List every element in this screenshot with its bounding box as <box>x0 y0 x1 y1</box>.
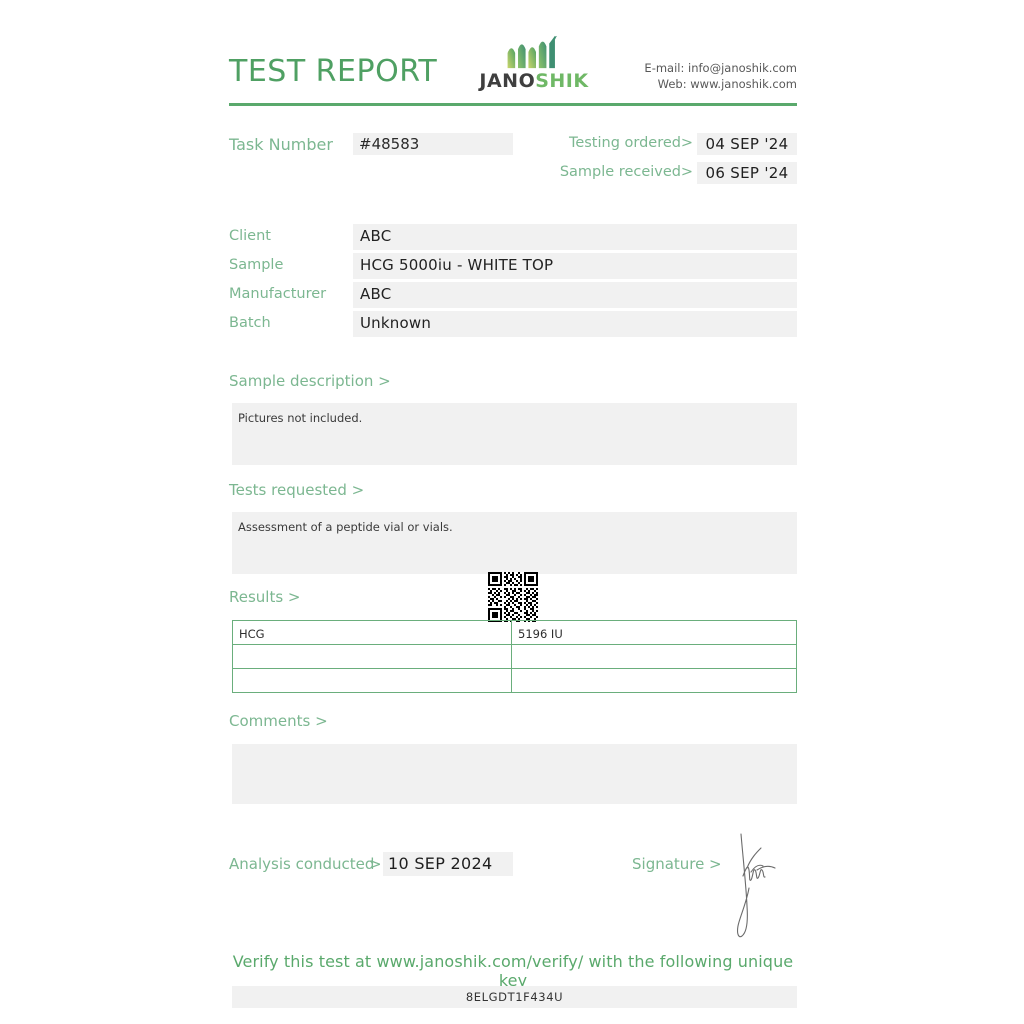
sample-description-title: Sample description > <box>229 372 391 390</box>
brand-name: JANOSHIK <box>469 71 599 91</box>
sample-value: HCG 5000iu - WHITE TOP <box>353 253 797 279</box>
contact-block: E-mail: info@janoshik.com Web: www.janos… <box>644 60 797 92</box>
analysis-conducted-label: Analysis conducted <box>229 855 375 873</box>
report-header: TEST REPORT JANOSHIK <box>229 34 797 96</box>
page-title: TEST REPORT <box>229 54 438 89</box>
testing-ordered-separator: > <box>680 135 693 151</box>
tests-requested-title: Tests requested > <box>229 481 365 499</box>
analysis-conducted-separator: > <box>369 855 382 873</box>
result-value-1: 5196 IU <box>511 620 797 645</box>
manufacturer-label: Manufacturer <box>229 286 327 302</box>
signature-label: Signature <box>632 855 705 873</box>
result-name-3 <box>232 668 512 693</box>
analysis-conducted-value: 10 SEP 2024 <box>383 852 513 876</box>
result-value-2 <box>511 644 797 669</box>
verify-text: Verify this test at www.janoshik.com/ver… <box>232 952 794 990</box>
sample-label: Sample <box>229 257 284 273</box>
brand-name-part1: JANO <box>479 70 536 92</box>
info-row-sample: Sample HCG 5000iu - WHITE TOP <box>229 253 797 282</box>
sample-received-separator: > <box>680 164 693 180</box>
contact-web: Web: www.janoshik.com <box>657 77 797 91</box>
brand-logo: JANOSHIK <box>469 34 599 91</box>
info-row-client: Client ABC <box>229 224 797 253</box>
testing-ordered-label: Testing ordered <box>568 135 681 151</box>
unique-key-value: 8ELGDT1F434U <box>232 986 797 1008</box>
sample-received-value: 06 SEP '24 <box>697 162 797 184</box>
signature-separator: > <box>709 855 722 873</box>
comments-text <box>232 744 797 752</box>
sample-received-label: Sample received <box>559 164 681 180</box>
testing-ordered-row: Testing ordered > 04 SEP '24 <box>457 133 797 155</box>
tests-requested-box: Assessment of a peptide vial or vials. <box>232 512 797 574</box>
table-row <box>232 644 797 669</box>
sample-description-box: Pictures not included. <box>232 403 797 465</box>
comments-box <box>232 744 797 804</box>
info-row-batch: Batch Unknown <box>229 311 797 340</box>
contact-email: E-mail: info@janoshik.com <box>644 61 797 75</box>
comments-title: Comments > <box>229 712 328 730</box>
info-row-manufacturer: Manufacturer ABC <box>229 282 797 311</box>
manufacturer-value: ABC <box>353 282 797 308</box>
mountain-bars-logo-icon <box>507 35 557 69</box>
result-name-2 <box>232 644 512 669</box>
verification-qr-code <box>488 572 538 622</box>
batch-value: Unknown <box>353 311 797 337</box>
handwritten-signature-icon <box>737 833 776 938</box>
table-row <box>232 668 797 693</box>
result-name-1: HCG <box>232 620 512 645</box>
result-value-3 <box>511 668 797 693</box>
task-number-value: #48583 <box>353 133 513 155</box>
results-table: HCG 5196 IU <box>232 620 797 693</box>
testing-ordered-value: 04 SEP '24 <box>697 133 797 155</box>
client-value: ABC <box>353 224 797 250</box>
sample-description-text: Pictures not included. <box>238 411 363 425</box>
task-number-label: Task Number <box>229 135 333 154</box>
results-title: Results > <box>229 588 301 606</box>
report-sheet: TEST REPORT JANOSHIK <box>229 0 797 1024</box>
sample-received-row: Sample received > 06 SEP '24 <box>457 162 797 184</box>
table-row: HCG 5196 IU <box>232 620 797 645</box>
client-label: Client <box>229 228 271 244</box>
tests-requested-text: Assessment of a peptide vial or vials. <box>238 520 453 534</box>
batch-label: Batch <box>229 315 271 331</box>
brand-name-part2: SHIK <box>535 70 589 92</box>
header-divider <box>229 103 797 106</box>
sample-info-block: Client ABC Sample HCG 5000iu - WHITE TOP… <box>229 224 797 340</box>
